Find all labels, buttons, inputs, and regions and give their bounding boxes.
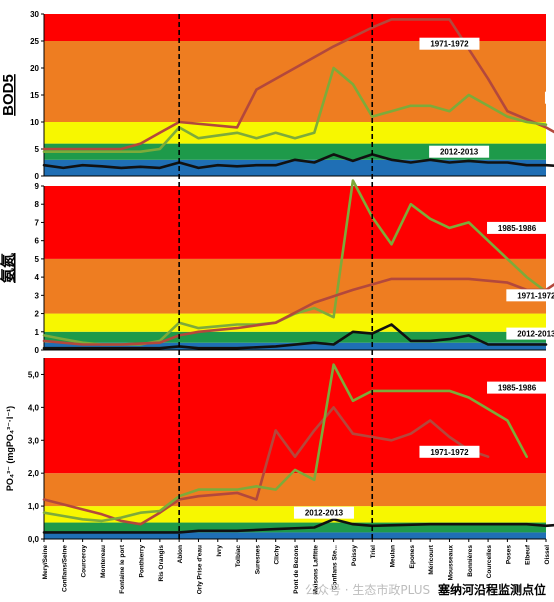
x-tick-label: Ablon: [177, 545, 184, 563]
x-tick-label: Clichy: [274, 545, 281, 565]
series-label-box: [429, 145, 490, 158]
y-tick-label: 3: [35, 291, 40, 300]
series-label-box: [487, 381, 548, 394]
x-tick-label: Courceroy: [81, 545, 88, 578]
y-tick-label: 0: [35, 346, 40, 355]
x-tick-label: Ivry: [216, 545, 223, 557]
series-line-2012-2013: [42, 153, 554, 170]
series-label-box: [487, 221, 548, 234]
y-tick-label: 1: [35, 328, 40, 337]
x-tick-label: Orly Prise d'eau: [196, 545, 203, 594]
x-tick-label: Meulan: [390, 545, 397, 567]
y-tick-label: 2,0: [28, 469, 40, 478]
y-tick-label: 15: [30, 91, 39, 100]
y-tick-label: 25: [30, 37, 39, 46]
x-tick-label: Bonnières: [467, 545, 474, 577]
y-tick-label: 5: [35, 255, 40, 264]
x-tick-label: Fontaine le port: [119, 544, 126, 594]
y-tick-label: 9: [35, 182, 40, 191]
quality-band-2: [44, 331, 546, 343]
y-tick-label: 7: [35, 218, 40, 227]
y-tick-label: 10: [30, 118, 39, 127]
quality-band-3: [44, 122, 546, 144]
series-label: 2012-2013: [305, 509, 344, 518]
series-label: 2012-2013: [440, 148, 479, 157]
y-tick-label: 3,0: [28, 436, 40, 445]
quality-band-5: [44, 14, 546, 41]
quality-band-4: [44, 258, 546, 314]
series-label-box: [419, 445, 480, 458]
y-axis-title: BOD5: [0, 74, 17, 116]
watermark-text: 公众号 · 生态市政PLUS: [304, 583, 431, 597]
x-tick-label: Oissel: [544, 545, 551, 565]
quality-band-1: [44, 532, 546, 539]
x-tick-label: Ris Orangis: [158, 545, 165, 582]
y-axis-title: 氨氮: [0, 253, 17, 283]
series-label: 1971-1972: [517, 291, 554, 300]
quality-band-4: [44, 473, 546, 507]
y-tick-label: 5,0: [28, 370, 40, 379]
x-tick-label: Poissy: [351, 545, 358, 566]
quality-band-5: [44, 186, 546, 259]
series-label: 1985-1986: [498, 384, 537, 393]
x-tick-label: Montereau: [100, 545, 107, 578]
x-tick-label: Courcelles: [486, 545, 493, 579]
y-tick-label: 0,0: [28, 535, 40, 544]
x-tick-label: Tolbiac: [235, 545, 242, 568]
series-label-box: [293, 506, 354, 519]
x-tick-label: Ponthierry: [139, 545, 146, 578]
series-line-2012-2013: [42, 323, 548, 350]
y-tick-label: 20: [30, 64, 39, 73]
series-label-box: [419, 37, 480, 50]
x-tick-label: Maisons Laffitte: [312, 545, 319, 595]
caption: 公众号 · 生态市政PLUS 塞纳河沿程监测点位: [305, 581, 546, 598]
series-label: 1971-1972: [430, 40, 469, 49]
x-tick-label: Méricourt: [428, 544, 435, 574]
y-tick-label: 30: [30, 10, 39, 19]
quality-band-1: [44, 342, 546, 350]
series-label-box: [544, 91, 554, 104]
series-label: 1971-1972: [430, 448, 469, 457]
series-label: 1985-1986: [498, 224, 537, 233]
x-tick-label: Poses: [505, 545, 512, 565]
y-tick-label: 4: [35, 273, 40, 282]
x-tick-label: Pont de Bezons: [293, 545, 300, 594]
series-label-box: [506, 327, 554, 340]
quality-band-2: [44, 143, 546, 160]
series-line-1971-1972: [42, 18, 554, 151]
chart-panel-1: 051015202530BOD51971-19721985-19862012-2…: [0, 10, 554, 181]
quality-band-4: [44, 41, 546, 122]
x-tick-label: Conflans Ste...: [332, 545, 339, 590]
x-tick-label: Elbeuf: [525, 544, 532, 565]
quality-band-1: [44, 159, 546, 176]
x-tick-label: Epones: [409, 545, 416, 569]
caption-text: 塞纳河沿程监测点位: [437, 583, 546, 597]
chart-panel-2: 0 1 2 3 4 5 6 7 8 9 氨氮 1985-1986 1971-1972 2012-2013: [0, 179, 554, 355]
x-tick-label: Conflans/Seine: [61, 545, 68, 592]
y-tick-label: 6: [35, 237, 40, 246]
x-tick-label: Mousseaux: [447, 545, 454, 581]
quality-band-3: [44, 313, 546, 332]
x-tick-label: Mery/Seine: [42, 545, 49, 580]
y-tick-label: 1,0: [28, 502, 40, 511]
y-tick-label: 0: [35, 172, 40, 181]
y-tick-label: 5: [35, 145, 40, 154]
x-tick-label: Suresnes: [254, 545, 261, 575]
y-tick-label: 4,0: [28, 403, 40, 412]
y-tick-label: 8: [35, 200, 40, 209]
series-line-1985-1986: [42, 66, 548, 153]
chart-panel-3: 0,0 1,0 2,0 3,0 4,0 5,0 PO₄³⁻ (mgPO₄³⁻·l⁻¹) 197…: [5, 358, 554, 544]
series-line-2012-2013: [42, 517, 554, 534]
x-tick-label: Triel: [370, 545, 377, 559]
series-line-1985-1986: [42, 363, 529, 523]
series-label: 2012-2013: [517, 330, 554, 339]
y-tick-label: 2: [35, 310, 40, 319]
y-axis-title: PO₄³⁻ (mgPO₄³⁻·l⁻¹): [5, 406, 15, 491]
series-label-box: [506, 289, 554, 302]
